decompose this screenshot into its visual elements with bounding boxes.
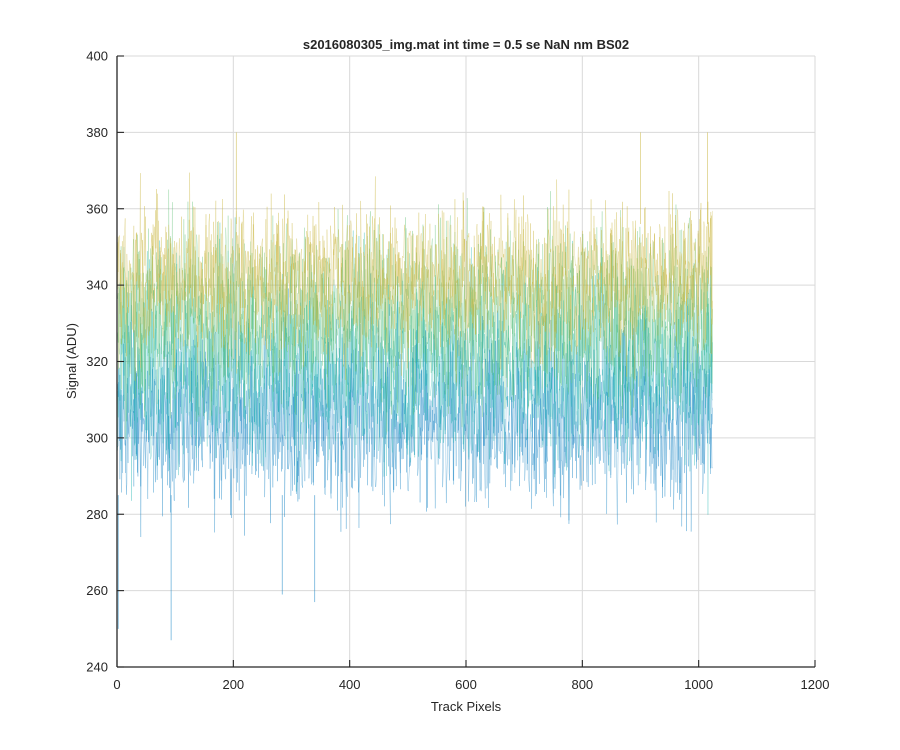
x-axis-label: Track Pixels [431, 699, 502, 714]
x-tick-label: 400 [339, 677, 361, 692]
signal-series-8 [117, 172, 713, 363]
signal-series-3 [117, 247, 713, 515]
y-tick-label: 320 [86, 354, 108, 369]
y-tick-label: 240 [86, 660, 108, 675]
signal-traces [117, 132, 713, 641]
signal-series-7 [117, 189, 713, 383]
y-tick-label: 260 [86, 583, 108, 598]
x-tick-label: 1200 [801, 677, 830, 692]
signal-series-5 [117, 209, 713, 440]
y-tick-label: 340 [86, 278, 108, 293]
tick-labels: 0 200 400 600 800 1000 1200 240 260 280 300 320 340 3… [86, 49, 829, 693]
y-tick-label: 280 [86, 507, 108, 522]
y-tick-label: 400 [86, 49, 108, 64]
y-tick-label: 380 [86, 125, 108, 140]
axes [116, 55, 816, 668]
chart-title: s2016080305_img.mat int time = 0.5 se Na… [303, 37, 629, 52]
y-axis-label: Signal (ADU) [64, 323, 79, 399]
x-tick-label: 200 [222, 677, 244, 692]
x-tick-label: 600 [455, 677, 477, 692]
x-tick-label: 0 [113, 677, 120, 692]
signal-series-6 [117, 189, 713, 417]
y-tick-label: 300 [86, 430, 108, 445]
y-tick-label: 360 [86, 201, 108, 216]
x-tick-label: 1000 [684, 677, 713, 692]
x-tick-label: 800 [571, 677, 593, 692]
